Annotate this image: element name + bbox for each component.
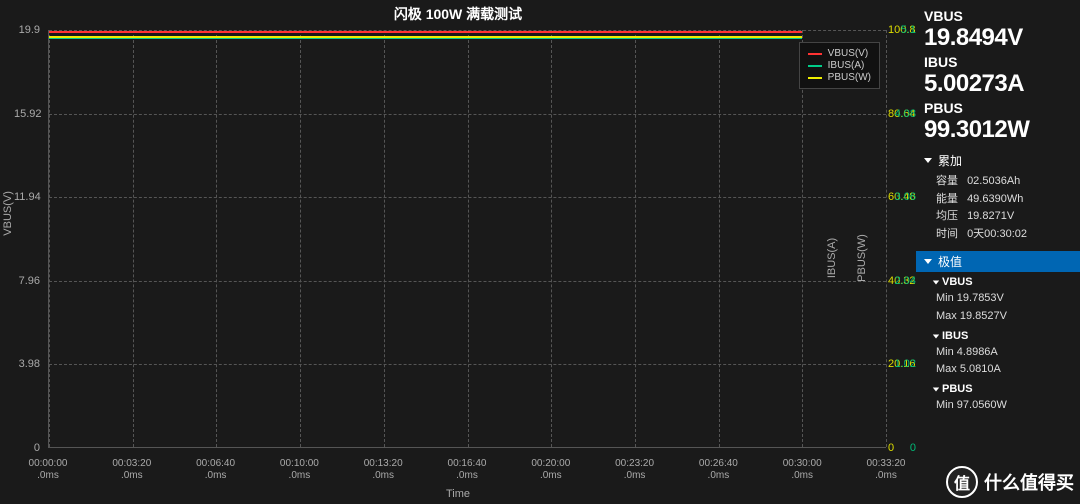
watermark-text: 什么值得买 (984, 469, 1074, 495)
x-tick: 00:06:40.0ms (186, 458, 246, 482)
metric-pbus-value: 99.3012W (924, 116, 1072, 144)
y-right2-tick: 0 (888, 442, 894, 454)
x-tick: 00:10:00.0ms (269, 458, 329, 482)
metric-ibus-value: 5.00273A (924, 70, 1072, 98)
legend-label: IBUS(A) (828, 60, 865, 71)
series-line (49, 31, 802, 33)
legend-item: PBUS(W) (808, 72, 871, 83)
gridline-v (468, 30, 469, 447)
x-tick: 00:20:00.0ms (521, 458, 581, 482)
extremes-ibus-label: IBUS (932, 330, 1072, 342)
gridline-h (49, 281, 886, 282)
extremes-ibus-min: Min 4.8986A (936, 344, 1072, 362)
gridline-v (886, 30, 887, 447)
extremes-vbus-label: VBUS (932, 276, 1072, 288)
y-right1-tick: 1.02 (895, 358, 916, 370)
y-left-tick: 11.94 (14, 191, 40, 203)
gridline-v (384, 30, 385, 447)
gridline-v (216, 30, 217, 447)
extremes-ibus-max: Max 5.0810A (936, 361, 1072, 379)
legend-label: PBUS(W) (828, 72, 871, 83)
accum-avgv: 均压 19.8271V (936, 208, 1072, 226)
gridline-v (551, 30, 552, 447)
chart-title: 闪极 100W 满载测试 (0, 4, 916, 24)
y-right1-tick: 0 (910, 442, 916, 454)
gridline-v (802, 30, 803, 447)
accum-capacity: 容量 02.5036Ah (936, 173, 1072, 191)
y-right1-tick: 2.04 (895, 275, 916, 287)
extremes-pbus-min: Min 97.0560W (936, 397, 1072, 415)
y-right1-tick: 4.08 (895, 108, 916, 120)
watermark-badge: 值 (946, 466, 978, 498)
y-left-tick: 7.96 (14, 275, 40, 287)
gridline-h (49, 364, 886, 365)
section-accum-header[interactable]: 累加 (924, 152, 1072, 169)
y-right1-axis-label: IBUS(A) (826, 238, 838, 278)
x-tick: 00:00:00.0ms (18, 458, 78, 482)
x-tick: 00:33:20.0ms (856, 458, 916, 482)
gridline-h (49, 197, 886, 198)
side-panel: VBUS 19.8494V IBUS 5.00273A PBUS 99.3012… (916, 0, 1080, 504)
legend-label: VBUS(V) (828, 48, 869, 59)
section-extremes-header[interactable]: 极值 (916, 251, 1080, 272)
accum-time: 时间 0天00:30:02 (936, 226, 1072, 244)
x-tick: 00:16:40.0ms (437, 458, 497, 482)
x-tick: 00:23:20.0ms (605, 458, 665, 482)
legend-item: VBUS(V) (808, 48, 871, 59)
x-tick: 00:26:40.0ms (688, 458, 748, 482)
gridline-v (719, 30, 720, 447)
accum-energy: 能量 49.6390Wh (936, 191, 1072, 209)
x-tick: 00:13:20.0ms (353, 458, 413, 482)
legend-swatch (808, 77, 822, 79)
series-line (49, 36, 802, 38)
extremes-pbus-label: PBUS (932, 383, 1072, 395)
y-left-tick: 15.92 (14, 108, 40, 120)
gridline-v (49, 30, 50, 447)
plot-region[interactable] (48, 30, 886, 448)
legend-swatch (808, 65, 822, 67)
x-tick: 00:03:20.0ms (102, 458, 162, 482)
metric-vbus-label: VBUS (924, 8, 1072, 24)
y-right1-tick: 5.1 (901, 24, 916, 36)
y-left-tick: 19.9 (14, 24, 40, 36)
extremes-vbus-max: Max 19.8527V (936, 308, 1072, 326)
gridline-v (300, 30, 301, 447)
x-tick: 00:30:00.0ms (772, 458, 832, 482)
y-right2-axis-label: PBUS(W) (856, 234, 868, 282)
y-left-tick: 0 (14, 442, 40, 454)
y-left-tick: 3.98 (14, 358, 40, 370)
y-right1-tick: 3.06 (895, 191, 916, 203)
gridline-v (133, 30, 134, 447)
x-axis-label: Time (446, 488, 470, 500)
extremes-vbus-min: Min 19.7853V (936, 290, 1072, 308)
gridline-h (49, 114, 886, 115)
metric-pbus-label: PBUS (924, 100, 1072, 116)
legend-item: IBUS(A) (808, 60, 871, 71)
watermark: 值 什么值得买 (946, 466, 1074, 498)
legend-swatch (808, 53, 822, 55)
y-left-axis-label: VBUS(V) (2, 191, 14, 236)
chart-legend: VBUS(V)IBUS(A)PBUS(W) (799, 42, 880, 89)
chart-area: 闪极 100W 满载测试 VBUS(V) VBUS(V)IBUS(A)PBUS(… (0, 0, 916, 504)
series-line (49, 38, 802, 40)
gridline-v (635, 30, 636, 447)
metric-vbus-value: 19.8494V (924, 24, 1072, 52)
metric-ibus-label: IBUS (924, 54, 1072, 70)
